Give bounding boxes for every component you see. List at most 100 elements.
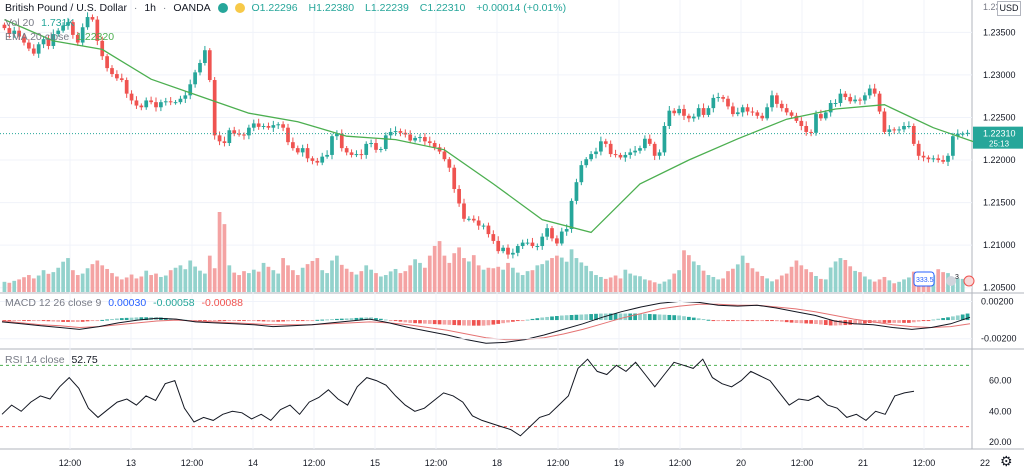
macd-hist-bar <box>823 320 828 325</box>
volume-bar <box>344 268 349 292</box>
candle-body <box>955 133 960 137</box>
macd-hist-bar <box>232 320 237 322</box>
macd-hist-bar <box>462 320 466 326</box>
candle-body <box>31 48 36 54</box>
event-badge-count: 333.5 <box>916 277 934 284</box>
volume-bar <box>603 278 608 292</box>
macd-hist-bar <box>711 320 716 322</box>
candle-body <box>212 80 217 136</box>
macd-hist-bar <box>897 320 901 323</box>
volume-bar <box>251 269 256 292</box>
macd-hist-bar <box>281 320 285 322</box>
volume-bar <box>525 271 530 292</box>
volume-bar <box>247 273 251 292</box>
candle-body <box>701 108 706 115</box>
macd-hist-bar <box>237 320 241 322</box>
volume-bar <box>393 268 398 292</box>
macd-hist-bar <box>359 317 364 321</box>
volume-bar <box>936 269 941 292</box>
candle-body <box>359 154 364 156</box>
candle-body <box>22 36 26 43</box>
volume-bar <box>618 278 623 292</box>
macd-hist-bar <box>12 320 17 322</box>
rsi-legend-value: 52.75 <box>71 354 98 366</box>
volume-bar <box>203 273 207 292</box>
candle-body <box>95 19 100 41</box>
candle-body <box>46 39 51 46</box>
settings-gear-icon[interactable]: ⚙ <box>1000 453 1013 469</box>
volume-bar <box>799 265 804 292</box>
candle-body <box>80 27 85 43</box>
volume-bar <box>481 269 486 292</box>
macd-hist-bar <box>300 320 305 322</box>
x-tick-label: 14 <box>248 458 258 468</box>
candle-body <box>188 84 193 96</box>
candle-body <box>85 17 90 28</box>
x-tick-label: 21 <box>858 458 868 468</box>
volume-bar <box>877 279 882 292</box>
macd-legend[interactable]: MACD 12 26 close 9 0.00030 -0.00058 -0.0… <box>5 297 247 309</box>
candle-body <box>936 158 941 161</box>
candle-body <box>907 125 911 127</box>
replay-icon[interactable] <box>234 3 245 14</box>
volume-bar <box>955 278 960 292</box>
volume-bar <box>535 265 540 292</box>
volume-bar <box>163 275 168 292</box>
rsi-y-tick-label: 40.00 <box>989 406 1012 416</box>
candle-body <box>716 97 721 99</box>
candle-body <box>486 225 491 235</box>
volume-bar <box>828 267 833 292</box>
macd-hist-bar <box>369 317 373 321</box>
macd-hist-bar <box>354 317 359 321</box>
close-label: C <box>419 2 428 14</box>
volume-bar <box>608 277 613 292</box>
volume-bar <box>779 275 784 292</box>
ema-legend[interactable]: EMA 20 close 1.22320 <box>5 31 118 43</box>
candle-body <box>633 150 637 153</box>
candle-body <box>525 242 530 244</box>
candle-body <box>643 138 647 149</box>
macd-hist-bar <box>393 320 398 322</box>
volume-bar <box>471 255 476 292</box>
candle-body <box>589 154 593 160</box>
macd-hist-bar <box>784 320 789 323</box>
macd-hist-bar <box>511 320 515 322</box>
rsi-legend[interactable]: RSI 14 close 52.75 <box>5 354 102 366</box>
candle-body <box>911 125 916 144</box>
candle-body <box>579 165 584 183</box>
volume-bar <box>848 266 853 292</box>
volume-bar <box>863 276 867 292</box>
macd-hist-bar <box>657 314 662 321</box>
macd-hist-bar <box>496 320 501 324</box>
volume-bar <box>809 272 813 292</box>
macd-hist-bar <box>633 313 637 321</box>
macd-hist-bar <box>61 320 65 322</box>
macd-hist-bar <box>662 314 667 321</box>
volume-bar <box>638 276 642 292</box>
macd-hist-bar <box>721 320 725 322</box>
macd-hist-bar <box>388 320 393 322</box>
macd-hist-bar <box>227 320 232 322</box>
macd-hist-bar <box>80 320 85 322</box>
bar-countdown: 25:13 <box>989 140 1010 149</box>
x-tick-label: 12:00 <box>669 458 692 468</box>
volume-bar <box>838 258 843 292</box>
volume-bar <box>559 257 564 292</box>
macd-hist-bar <box>310 320 315 322</box>
candle-body <box>369 143 373 145</box>
volume-bar <box>413 259 417 292</box>
open-value: 1.22296 <box>259 2 298 14</box>
macd-hist-bar <box>755 320 760 322</box>
macd-hist-bar <box>589 314 593 321</box>
macd-hist-bar <box>535 318 540 321</box>
macd-hist-bar <box>941 318 945 321</box>
volume-bar <box>61 261 65 292</box>
volume-bar <box>511 267 515 292</box>
volume-legend[interactable]: Vol 20 1.731K <box>5 17 78 29</box>
currency-badge[interactable]: USD <box>997 1 1021 16</box>
volume-bar <box>643 279 647 292</box>
candle-body <box>662 125 667 153</box>
ema-legend-value: 1.22320 <box>76 31 115 43</box>
candle-body <box>941 160 945 162</box>
candle-body <box>207 50 212 81</box>
